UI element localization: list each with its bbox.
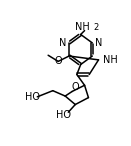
Text: NH: NH [103, 55, 118, 65]
Text: HO: HO [25, 92, 40, 102]
Text: NH: NH [75, 22, 90, 32]
Text: O: O [72, 82, 79, 92]
Text: HO: HO [56, 110, 71, 120]
Text: O: O [54, 56, 62, 66]
Text: 2: 2 [93, 23, 98, 32]
Text: N: N [59, 38, 66, 48]
Text: N: N [95, 38, 103, 48]
